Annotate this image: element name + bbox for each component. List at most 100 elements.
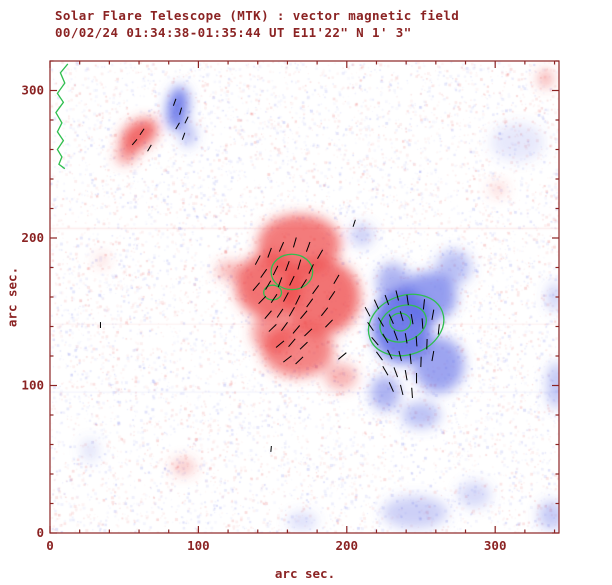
tick-label: 100 — [187, 538, 210, 553]
vector-segment — [410, 313, 414, 325]
negative-polarity-blob — [81, 438, 99, 463]
tick-label: 300 — [21, 83, 44, 98]
negative-polarity-blob — [376, 263, 410, 302]
figure-title: Solar Flare Telescope (MTK) : vector mag… — [55, 8, 460, 23]
y-axis-label: arc sec. — [4, 266, 20, 328]
negative-polarity-blob — [349, 223, 374, 247]
vector-segment — [175, 122, 180, 130]
x-axis-label: arc sec. — [274, 566, 336, 581]
vector-segment — [382, 366, 389, 376]
vector-segment — [260, 268, 268, 278]
vector-segment — [267, 247, 272, 258]
vector-segment — [422, 299, 425, 310]
field-contours — [55, 63, 445, 357]
negative-polarity-blob — [490, 122, 545, 162]
figure-subtitle: 00/02/24 01:34:38-01:35:44 UT E11'22" N … — [55, 25, 412, 40]
edge-contour-line — [55, 63, 69, 170]
contour-line — [389, 312, 412, 332]
vector-segment — [268, 324, 277, 332]
negative-polarity-blob — [370, 375, 401, 411]
vector-segment — [306, 298, 314, 308]
vector-segment — [181, 132, 186, 140]
vector-segment — [404, 333, 408, 344]
positive-polarity-blob — [489, 181, 508, 197]
polarity-blobs — [81, 69, 559, 531]
negative-polarity-blob — [435, 249, 472, 286]
positive-polarity-blob — [324, 363, 358, 390]
vector-segment — [388, 382, 394, 392]
vector-segment — [377, 317, 384, 327]
positive-polarity-blob — [251, 311, 294, 354]
contour-line — [367, 293, 445, 357]
vector-segment — [147, 144, 152, 152]
vector-segment — [388, 314, 394, 325]
vector-segment — [300, 310, 308, 319]
tick-label: 200 — [336, 538, 359, 553]
negative-polarity-blob — [547, 282, 559, 312]
vector-segment — [281, 322, 288, 331]
vector-segment — [352, 219, 356, 227]
vector-segment — [373, 299, 380, 310]
vector-segment — [371, 336, 379, 346]
vector-segment — [305, 241, 311, 252]
vector-segment — [367, 321, 374, 332]
vector-segment — [283, 292, 289, 302]
vector-segment — [179, 107, 183, 115]
vector-segment — [375, 351, 383, 361]
positive-polarity-blob — [120, 118, 158, 151]
vector-segment — [278, 241, 285, 252]
vector-segment — [338, 352, 347, 360]
magnetic-vectors — [99, 98, 440, 452]
vector-segment — [325, 319, 333, 328]
vector-segment — [404, 370, 408, 381]
negative-polarity-blob — [287, 512, 318, 531]
vector-segment — [276, 308, 284, 318]
vector-segment — [264, 310, 272, 319]
negative-polarity-blob — [382, 496, 448, 529]
vector-segment — [312, 285, 320, 295]
negative-polarity-blob — [166, 86, 189, 131]
vector-segment — [431, 309, 435, 320]
positive-polarity-blob — [171, 457, 196, 476]
vector-segment — [300, 279, 307, 289]
contour-line — [379, 304, 427, 343]
positive-polarity-blob — [216, 260, 243, 281]
vector-segment — [270, 293, 278, 304]
vector-segment — [415, 336, 418, 347]
vector-segment — [172, 98, 177, 106]
vector-segment — [398, 350, 402, 362]
tick-label: 0 — [36, 525, 44, 540]
negative-polarity-blob — [180, 122, 196, 147]
vector-segment — [328, 290, 336, 301]
plot-layer — [55, 63, 559, 531]
vector-segment — [288, 338, 296, 348]
vector-segment — [258, 295, 267, 305]
vector-segment — [270, 445, 272, 452]
vector-segment — [277, 277, 283, 288]
positive-polarity-blob — [96, 254, 108, 267]
vector-segment — [308, 264, 314, 274]
vector-segment — [437, 324, 440, 335]
negative-polarity-blob — [458, 481, 491, 508]
vector-segment — [295, 356, 304, 365]
vector-segment — [184, 116, 189, 124]
vector-segment — [252, 282, 260, 291]
vector-segment — [317, 249, 324, 259]
vector-segment — [275, 340, 285, 348]
vector-segment — [272, 265, 279, 276]
vector-segment — [421, 318, 424, 329]
vector-segment — [289, 275, 295, 286]
vector-segment — [265, 280, 272, 290]
vector-segment — [382, 333, 389, 344]
vector-segment — [411, 387, 413, 399]
vector-segment — [285, 261, 290, 272]
tick-label: 0 — [46, 538, 54, 553]
vector-segment — [292, 325, 301, 334]
vector-segment — [131, 138, 138, 146]
vector-segment — [384, 294, 390, 305]
negative-polarity-blob — [413, 336, 465, 393]
vector-segment — [333, 274, 340, 285]
vector-segment — [283, 355, 292, 363]
positive-polarity-blob — [116, 143, 139, 164]
